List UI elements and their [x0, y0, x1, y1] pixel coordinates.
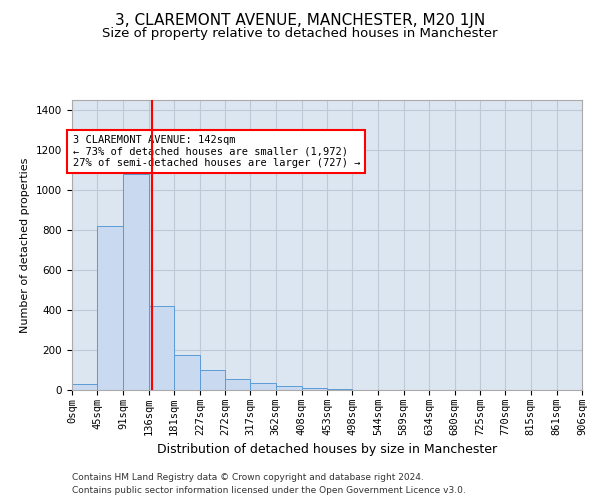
Text: Contains public sector information licensed under the Open Government Licence v3: Contains public sector information licen…	[72, 486, 466, 495]
Bar	[149, 306, 174, 390]
Bar	[225, 379, 250, 390]
Bar	[97, 226, 123, 390]
Bar	[200, 370, 225, 390]
Bar	[123, 174, 149, 390]
Bar	[72, 384, 97, 390]
X-axis label: Distribution of detached houses by size in Manchester: Distribution of detached houses by size …	[157, 444, 497, 456]
Bar	[174, 355, 200, 390]
Text: 3 CLAREMONT AVENUE: 142sqm
← 73% of detached houses are smaller (1,972)
27% of s: 3 CLAREMONT AVENUE: 142sqm ← 73% of deta…	[73, 135, 360, 168]
Bar	[276, 386, 302, 390]
Text: 3, CLAREMONT AVENUE, MANCHESTER, M20 1JN: 3, CLAREMONT AVENUE, MANCHESTER, M20 1JN	[115, 12, 485, 28]
Bar	[250, 383, 276, 390]
Text: Contains HM Land Registry data © Crown copyright and database right 2024.: Contains HM Land Registry data © Crown c…	[72, 474, 424, 482]
Bar	[302, 388, 327, 390]
Y-axis label: Number of detached properties: Number of detached properties	[20, 158, 31, 332]
Text: Size of property relative to detached houses in Manchester: Size of property relative to detached ho…	[102, 28, 498, 40]
